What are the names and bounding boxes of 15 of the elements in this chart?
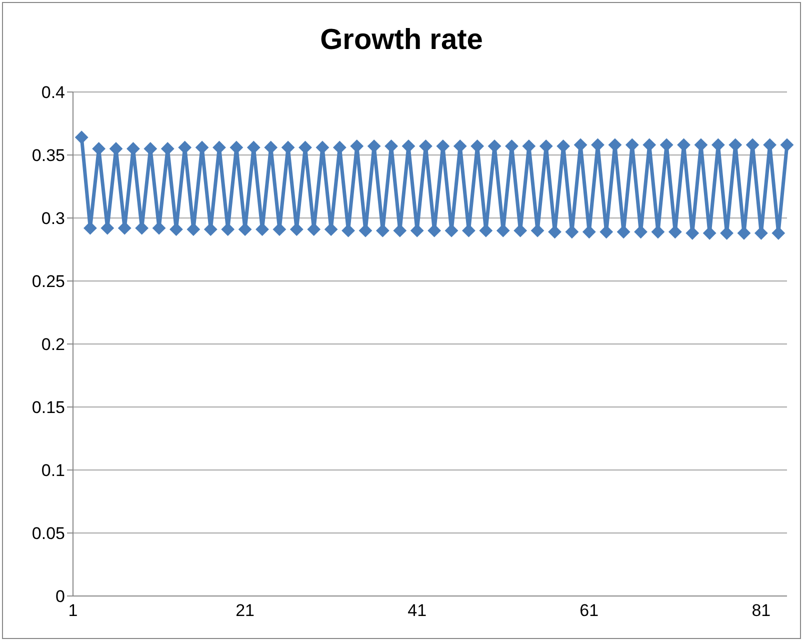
y-tick-label: 0.25 <box>32 272 65 292</box>
x-tick-label: 1 <box>68 601 78 620</box>
x-tick-label: 81 <box>752 601 771 620</box>
y-tick-label: 0.1 <box>41 461 65 480</box>
y-tick-label: 0.05 <box>32 524 65 544</box>
y-tick-label: 0.15 <box>32 398 65 418</box>
y-tick-label: 0.35 <box>32 146 65 166</box>
x-tick-label: 61 <box>580 601 599 620</box>
x-tick-label: 41 <box>408 601 427 620</box>
y-tick-label: 0 <box>56 587 65 606</box>
chart-title: Growth rate <box>319 24 484 57</box>
y-tick-label: 0.4 <box>41 83 65 102</box>
y-tick-label: 0.3 <box>41 209 65 228</box>
x-tick-label: 21 <box>236 601 255 620</box>
y-tick-label: 0.2 <box>41 335 65 354</box>
